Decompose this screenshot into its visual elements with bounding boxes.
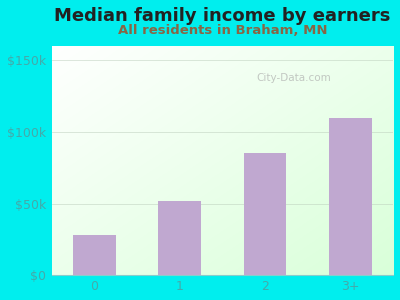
Bar [329,118,372,275]
Bar [244,153,286,275]
Bar [73,235,116,275]
Text: All residents in Braham, MN: All residents in Braham, MN [118,24,327,37]
Text: City-Data.com: City-Data.com [256,74,331,83]
Bar [158,201,201,275]
Title: Median family income by earners: Median family income by earners [54,7,390,25]
